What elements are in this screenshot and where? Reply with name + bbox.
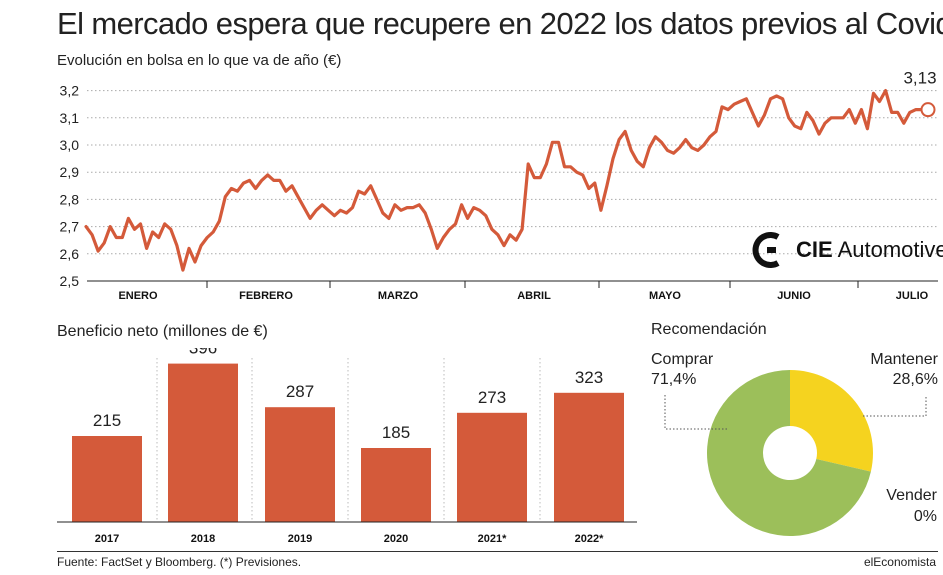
donut-title: Recomendación bbox=[651, 321, 767, 338]
bar-value-label: 396 bbox=[189, 348, 217, 358]
donut-label-name: Mantener bbox=[870, 351, 938, 368]
bar-2020 bbox=[361, 448, 431, 522]
x-tick-label: MAYO bbox=[649, 290, 681, 302]
y-tick-label: 2,6 bbox=[60, 246, 80, 262]
y-tick-label: 3,0 bbox=[60, 137, 80, 153]
logo-text: CIE Automotive bbox=[796, 237, 943, 263]
y-tick-label: 3,1 bbox=[60, 110, 80, 126]
bar-value-label: 323 bbox=[575, 368, 603, 387]
donut-slice-mantener bbox=[790, 370, 873, 472]
bar-chart-title: Beneficio neto (millones de €) bbox=[57, 323, 268, 340]
x-tick-label: MARZO bbox=[378, 290, 419, 302]
comprar-leader-line bbox=[664, 395, 728, 430]
donut-label-name: Vender bbox=[886, 487, 937, 504]
line-chart: 2,5 2,6 2,7 2,8 2,9 3,0 3,1 3,2 ENERO FEBRERO MARZ… bbox=[60, 69, 938, 302]
bar-category-label: 2022* bbox=[575, 533, 604, 545]
y-tick-label: 2,5 bbox=[60, 273, 80, 289]
footer-divider bbox=[57, 551, 938, 552]
cie-logo-icon bbox=[752, 232, 780, 268]
bar-value-label: 287 bbox=[286, 382, 314, 401]
line-chart-subtitle: Evolución en bolsa en lo que va de año (… bbox=[57, 52, 342, 69]
x-tick-label: ABRIL bbox=[517, 290, 551, 302]
bar-category-label: 2019 bbox=[288, 533, 312, 545]
donut-chart: Comprar 71,4% Mantener 28,6% Vender 0% bbox=[651, 351, 939, 536]
company-logo: CIE Automotive bbox=[750, 231, 943, 269]
bar-value-label: 185 bbox=[382, 423, 410, 442]
bar-value-label: 273 bbox=[478, 388, 506, 407]
bar-category-label: 2018 bbox=[191, 533, 215, 545]
donut-label-value: 71,4% bbox=[651, 371, 696, 388]
y-tick-label: 3,2 bbox=[60, 83, 80, 99]
x-tick-label: JULIO bbox=[896, 290, 929, 302]
donut-label-value: 0% bbox=[914, 508, 937, 525]
donut-label-name: Comprar bbox=[651, 351, 714, 368]
price-series-line bbox=[84, 88, 930, 272]
bar-2018 bbox=[168, 363, 238, 522]
y-tick-label: 2,9 bbox=[60, 164, 80, 180]
bar-value-label: 215 bbox=[93, 411, 121, 430]
x-tick-label: JUNIO bbox=[777, 290, 811, 302]
bar-2022* bbox=[554, 392, 624, 522]
bar-2017 bbox=[72, 436, 142, 522]
y-tick-label: 2,7 bbox=[60, 219, 80, 235]
footer-brand: elEconomista bbox=[863, 555, 936, 569]
donut-label-value: 28,6% bbox=[893, 371, 938, 388]
bar-chart: 215 2017 396 2018 287 2019 185 2020 273 2021* 323 2… bbox=[57, 348, 637, 545]
y-tick-label: 2,8 bbox=[60, 191, 80, 207]
x-tick-label: ENERO bbox=[118, 290, 158, 302]
donut-slice-comprar bbox=[706, 370, 871, 536]
footer-source: Fuente: FactSet y Bloomberg. (*) Previsi… bbox=[57, 555, 302, 569]
bar-2021* bbox=[457, 412, 527, 522]
x-tick-label: FEBRERO bbox=[239, 290, 293, 302]
page-title: El mercado espera que recupere en 2022 l… bbox=[57, 6, 943, 41]
bar-category-label: 2017 bbox=[95, 533, 119, 545]
bar-category-label: 2021* bbox=[478, 533, 507, 545]
last-value-marker bbox=[920, 102, 936, 118]
logo-brand-rest: Automotive bbox=[837, 237, 943, 262]
bar-category-label: 2020 bbox=[384, 533, 408, 545]
last-value-label: 3,13 bbox=[903, 69, 936, 88]
bar-2019 bbox=[265, 407, 335, 522]
logo-brand-bold: CIE bbox=[796, 237, 833, 262]
mantener-leader-line bbox=[863, 395, 927, 417]
